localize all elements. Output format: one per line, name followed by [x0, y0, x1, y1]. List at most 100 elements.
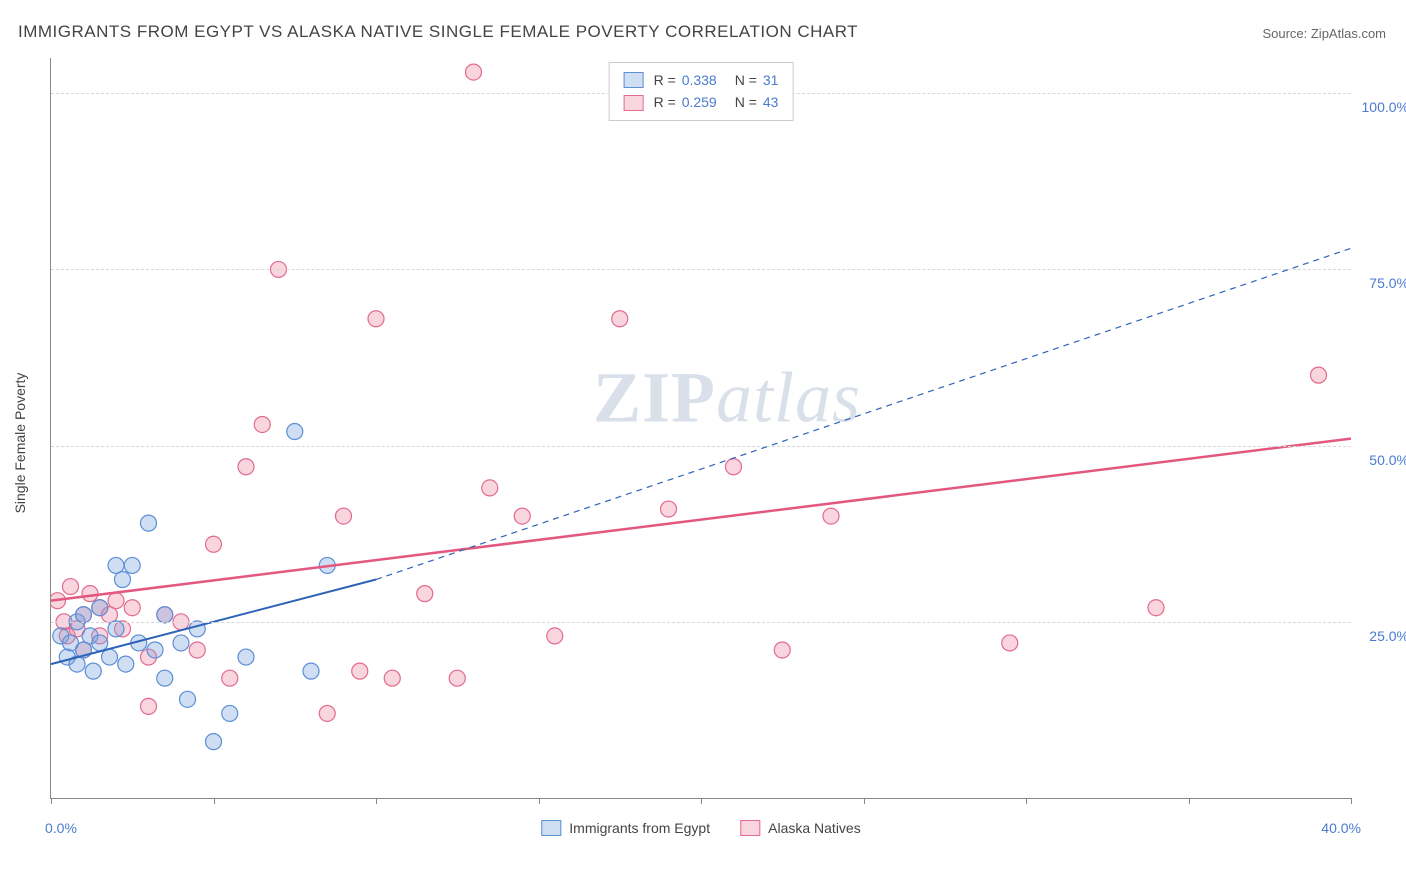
gridline	[51, 269, 1351, 270]
scatter-point	[547, 628, 563, 644]
y-tick-label: 75.0%	[1369, 275, 1406, 291]
legend-swatch-blue	[624, 72, 644, 88]
scatter-point	[466, 64, 482, 80]
scatter-point	[417, 586, 433, 602]
y-axis-label: Single Female Poverty	[12, 373, 28, 514]
scatter-point	[59, 649, 75, 665]
scatter-point	[319, 557, 335, 573]
scatter-point	[108, 557, 124, 573]
scatter-point	[774, 642, 790, 658]
r-value-1: 0.338	[682, 72, 717, 88]
scatter-point	[726, 459, 742, 475]
legend-row-series1: R = 0.338N = 31	[624, 69, 779, 91]
scatter-point	[254, 416, 270, 432]
scatter-point	[222, 705, 238, 721]
scatter-point	[92, 628, 108, 644]
x-tick	[701, 798, 702, 804]
scatter-svg	[51, 58, 1351, 798]
legend-swatch-alaska	[740, 820, 760, 836]
scatter-point	[157, 670, 173, 686]
scatter-point	[51, 593, 66, 609]
x-tick	[1351, 798, 1352, 804]
legend-row-series2: R = 0.259 N = 43	[624, 91, 779, 113]
x-tick-label-min: 0.0%	[45, 820, 77, 836]
watermark: ZIPatlas	[593, 357, 861, 440]
scatter-point	[82, 628, 98, 644]
scatter-point	[180, 691, 196, 707]
scatter-point	[85, 663, 101, 679]
scatter-point	[92, 600, 108, 616]
scatter-point	[1311, 367, 1327, 383]
scatter-point	[92, 600, 108, 616]
scatter-point	[76, 642, 92, 658]
scatter-point	[108, 593, 124, 609]
scatter-point	[449, 670, 465, 686]
scatter-point	[76, 607, 92, 623]
scatter-point	[59, 628, 75, 644]
scatter-point	[157, 607, 173, 623]
scatter-point	[612, 311, 628, 327]
y-tick-label: 50.0%	[1369, 452, 1406, 468]
scatter-point	[63, 635, 79, 651]
x-tick	[539, 798, 540, 804]
scatter-point	[115, 572, 131, 588]
n-label: N =	[735, 94, 757, 110]
chart-title: IMMIGRANTS FROM EGYPT VS ALASKA NATIVE S…	[18, 22, 858, 42]
y-tick-label: 100.0%	[1362, 99, 1406, 115]
x-tick	[51, 798, 52, 804]
scatter-point	[514, 508, 530, 524]
legend-correlation: R = 0.338N = 31 R = 0.259 N = 43	[609, 62, 794, 121]
scatter-point	[189, 621, 205, 637]
scatter-point	[368, 311, 384, 327]
scatter-point	[147, 642, 163, 658]
legend-label-egypt: Immigrants from Egypt	[569, 820, 710, 836]
scatter-point	[206, 734, 222, 750]
scatter-point	[173, 635, 189, 651]
scatter-point	[238, 459, 254, 475]
scatter-point	[76, 642, 92, 658]
scatter-point	[141, 515, 157, 531]
scatter-point	[118, 656, 134, 672]
scatter-point	[238, 649, 254, 665]
gridline	[51, 446, 1351, 447]
scatter-point	[92, 635, 108, 651]
scatter-point	[206, 536, 222, 552]
scatter-point	[53, 628, 69, 644]
legend-item-egypt: Immigrants from Egypt	[541, 820, 710, 836]
scatter-point	[102, 649, 118, 665]
watermark-atlas: atlas	[716, 358, 861, 438]
scatter-point	[352, 663, 368, 679]
chart-container: Single Female Poverty ZIPatlas R = 0.338…	[50, 58, 1390, 828]
n-value-2: 43	[763, 94, 779, 110]
scatter-point	[124, 557, 140, 573]
r-value-2: 0.259	[682, 94, 717, 110]
plot-area: ZIPatlas R = 0.338N = 31 R = 0.259 N = 43…	[50, 58, 1351, 799]
gridline	[51, 622, 1351, 623]
n-value-1: 31	[763, 72, 779, 88]
y-tick-label: 25.0%	[1369, 628, 1406, 644]
x-tick	[376, 798, 377, 804]
legend-item-alaska: Alaska Natives	[740, 820, 861, 836]
scatter-point	[108, 621, 124, 637]
legend-bottom: Immigrants from Egypt Alaska Natives	[541, 820, 860, 836]
scatter-point	[141, 698, 157, 714]
trend-line-extrapolated	[376, 248, 1351, 579]
legend-swatch-pink	[624, 95, 644, 111]
scatter-point	[189, 642, 205, 658]
scatter-point	[124, 600, 140, 616]
r-label: R =	[654, 94, 676, 110]
scatter-point	[69, 621, 85, 637]
scatter-point	[661, 501, 677, 517]
scatter-point	[319, 705, 335, 721]
scatter-point	[287, 424, 303, 440]
x-tick	[1026, 798, 1027, 804]
legend-swatch-egypt	[541, 820, 561, 836]
x-tick	[1189, 798, 1190, 804]
legend-label-alaska: Alaska Natives	[768, 820, 861, 836]
scatter-point	[303, 663, 319, 679]
watermark-zip: ZIP	[593, 358, 716, 438]
r-label: R =	[654, 72, 676, 88]
x-tick	[214, 798, 215, 804]
scatter-point	[76, 607, 92, 623]
scatter-point	[69, 656, 85, 672]
